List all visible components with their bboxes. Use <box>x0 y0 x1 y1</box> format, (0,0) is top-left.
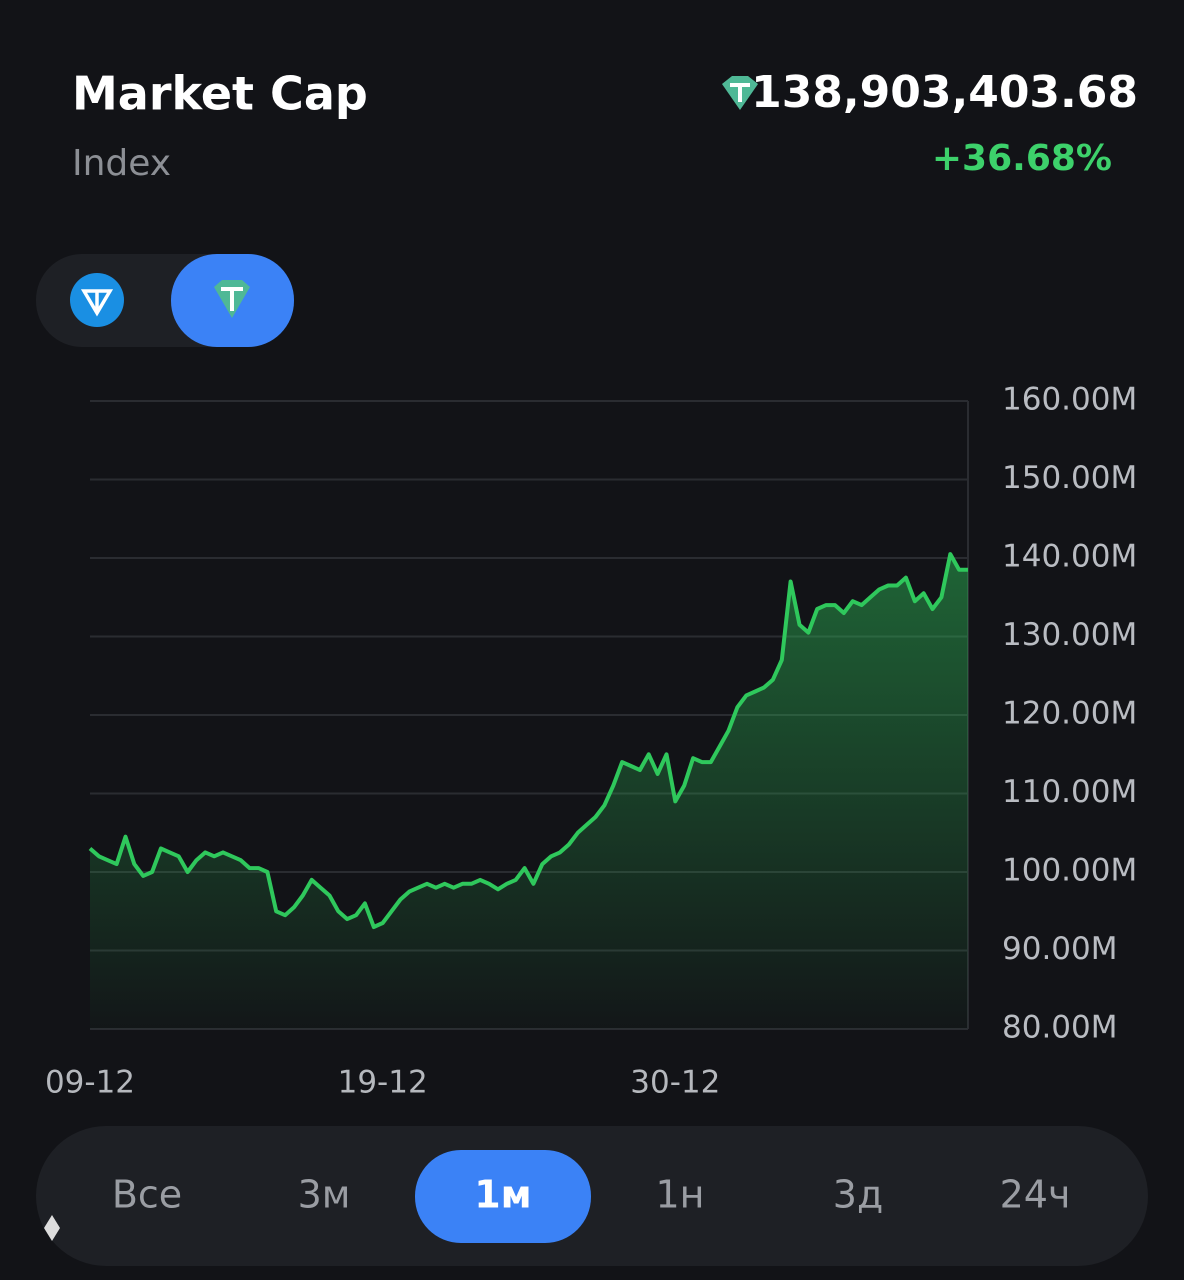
tab[interactable]: 3м <box>298 1173 351 1217</box>
tab[interactable]: Все <box>112 1173 182 1217</box>
tether-toggle-icon <box>214 280 250 318</box>
x-tick-label: 30-12 <box>630 1065 720 1101</box>
y-tick-label: 150.00M <box>1002 460 1137 496</box>
title: Market Cap <box>72 67 368 121</box>
tether-icon <box>722 76 758 110</box>
line <box>88 552 968 929</box>
tab[interactable]: 24ч <box>1000 1173 1071 1217</box>
subtitle: Index <box>72 143 171 184</box>
change: +36.68% <box>932 138 1112 179</box>
y-tick-label: 140.00M <box>1002 539 1137 575</box>
tab-active-bg[interactable] <box>415 1150 591 1243</box>
price: 138,903,403.68 <box>751 67 1138 118</box>
y-tick-label: 130.00M <box>1002 617 1137 653</box>
tab[interactable]: 1м <box>474 1173 532 1217</box>
x-tick-label: 19-12 <box>338 1065 428 1101</box>
y-tick-label: 90.00M <box>1002 931 1118 967</box>
logo <box>44 1215 60 1241</box>
x-tick-label: 09-12 <box>45 1065 135 1101</box>
tab-bar <box>36 1126 1148 1266</box>
area <box>90 554 968 1029</box>
y-tick-label: 80.00M <box>1002 1010 1118 1046</box>
y-tick-label: 160.00M <box>1002 382 1137 418</box>
tab[interactable]: 3д <box>833 1173 883 1217</box>
y-tick-label: 100.00M <box>1002 853 1137 889</box>
ton-glyph <box>80 289 114 317</box>
y-tick-label: 120.00M <box>1002 696 1137 732</box>
tab[interactable]: 1н <box>655 1173 704 1217</box>
y-tick-label: 110.00M <box>1002 774 1137 810</box>
